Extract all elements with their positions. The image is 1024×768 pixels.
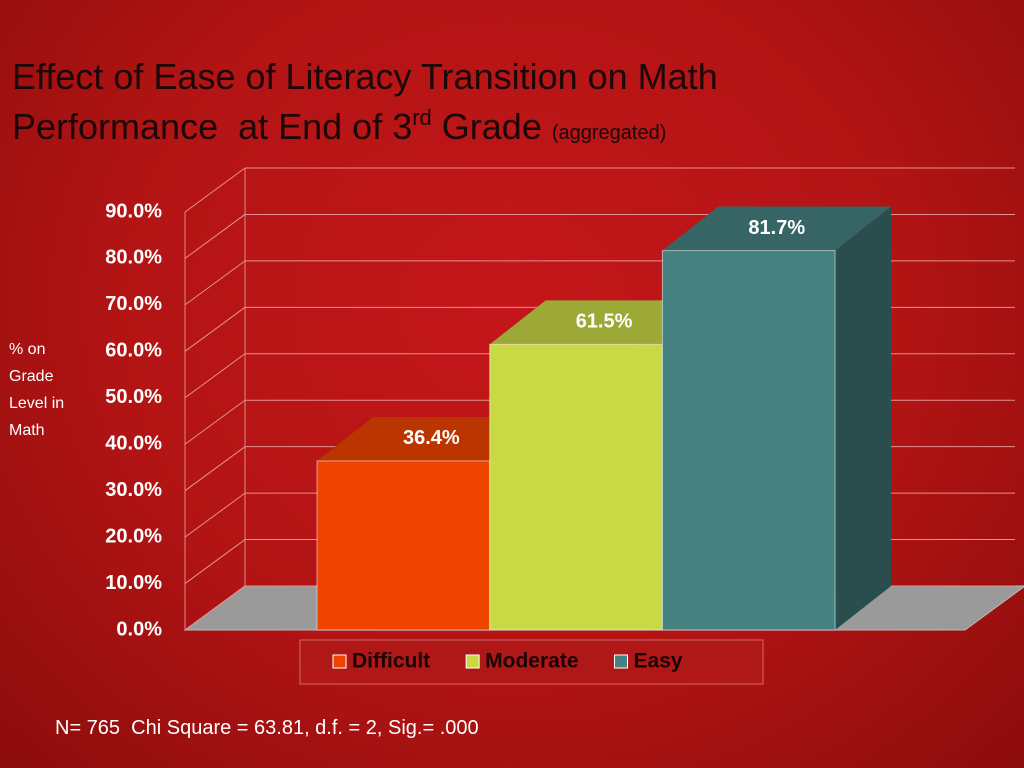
y-tick-label: 50.0%	[105, 386, 162, 408]
value-label: 36.4%	[403, 427, 460, 449]
legend	[299, 639, 764, 685]
value-label: 81.7%	[748, 217, 805, 239]
footnote: N= 765 Chi Square = 63.81, d.f. = 2, Sig…	[55, 717, 479, 739]
title-line: Performance at End of 3	[12, 106, 413, 147]
y-axis-label: % on Grade Level in Math	[9, 341, 65, 439]
grid-line	[184, 306, 246, 352]
grid-line	[184, 167, 246, 213]
grid-line	[184, 539, 246, 584]
y-tick-label: 20.0%	[105, 525, 162, 547]
legend-swatch	[614, 654, 629, 669]
legend-swatch	[465, 654, 480, 669]
y-tick-label: 10.0%	[105, 572, 162, 594]
bar-top	[489, 300, 719, 345]
grid-line	[184, 446, 246, 492]
bar	[661, 250, 836, 631]
y-tick-label: 0.0%	[116, 618, 162, 640]
bar	[489, 343, 663, 631]
y-tick-label: 40.0%	[105, 433, 162, 455]
title-line: Effect of Ease of Literacy Transition on…	[12, 56, 718, 97]
legend-label: Difficult	[352, 650, 430, 673]
grid-line	[184, 353, 246, 399]
bar-top	[317, 416, 546, 461]
y-tick-label: 70.0%	[105, 293, 162, 315]
y-tick-label: 80.0%	[105, 247, 162, 269]
grid-line	[184, 260, 246, 306]
legend-swatch	[332, 654, 347, 669]
legend-label: Moderate	[485, 650, 578, 673]
title-superscript: rd	[412, 105, 432, 130]
y-tick-label: 90.0%	[105, 200, 162, 222]
y-tick-label: 30.0%	[105, 479, 162, 501]
bar-side	[835, 206, 892, 630]
grid-line	[184, 214, 246, 259]
legend-label: Easy	[634, 650, 683, 673]
bar-top	[662, 206, 892, 251]
chart-title: Effect of Ease of Literacy Transition on…	[12, 52, 718, 158]
value-label: 61.5%	[576, 311, 633, 333]
y-tick-label: 60.0%	[105, 340, 162, 362]
bar	[316, 460, 491, 631]
grid-line	[184, 399, 246, 445]
title-note: (aggregated)	[551, 122, 667, 144]
grid-line	[184, 492, 246, 538]
title-line: Grade	[431, 106, 542, 147]
grid-line	[184, 585, 246, 631]
